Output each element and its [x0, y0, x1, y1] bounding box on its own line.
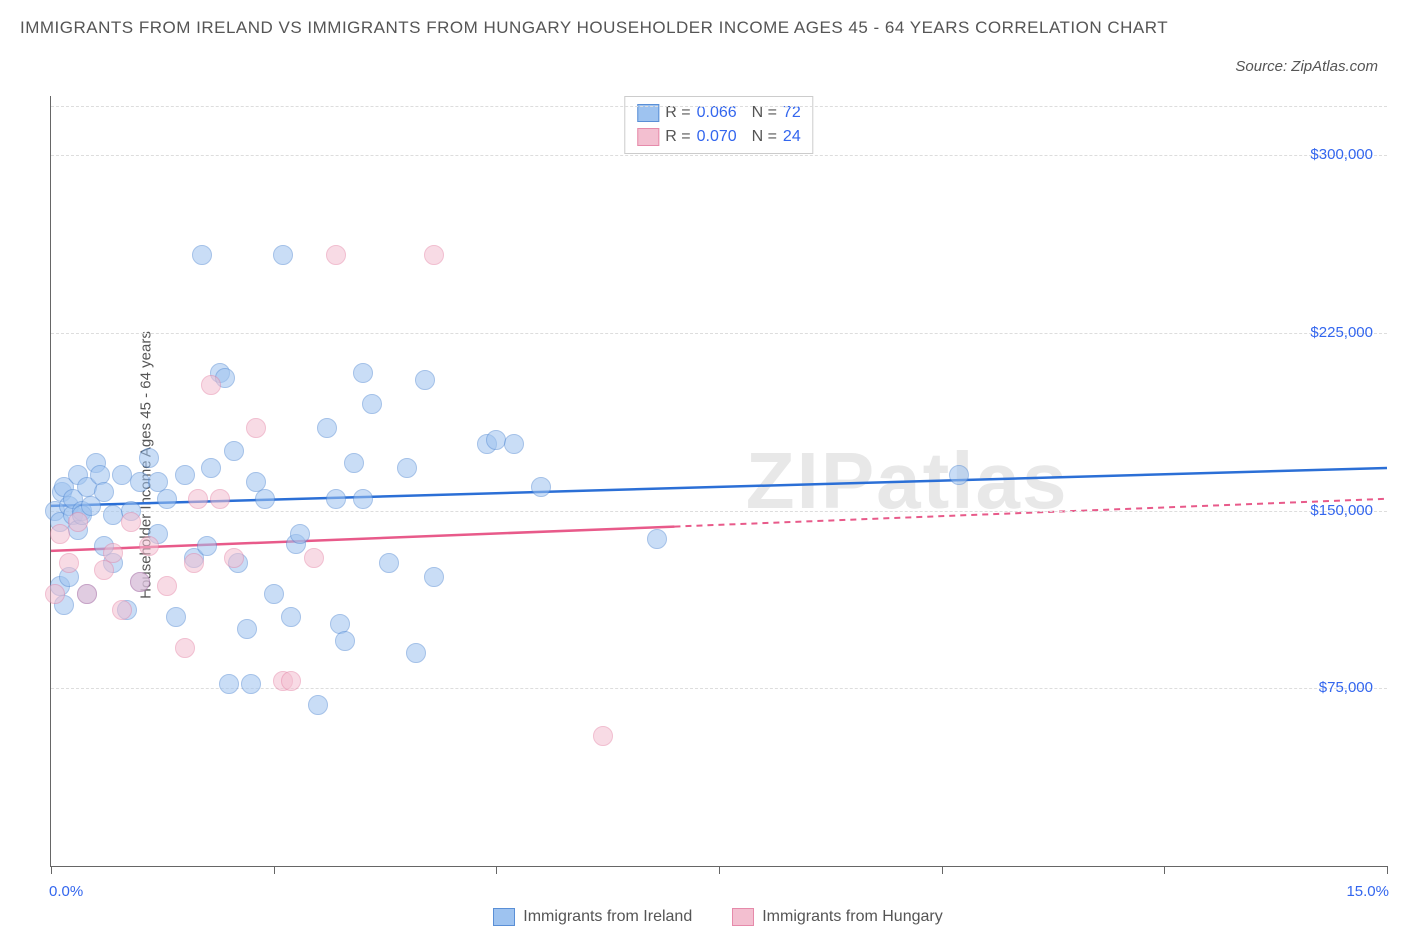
data-point: [68, 512, 88, 532]
y-tick-label: $150,000: [1310, 502, 1373, 519]
data-point: [949, 465, 969, 485]
data-point: [197, 536, 217, 556]
data-point: [353, 489, 373, 509]
x-tick: [51, 866, 52, 874]
x-tick: [1164, 866, 1165, 874]
data-point: [486, 430, 506, 450]
data-point: [379, 553, 399, 573]
data-point: [504, 434, 524, 454]
y-tick-label: $75,000: [1319, 679, 1373, 696]
data-point: [308, 695, 328, 715]
data-point: [112, 600, 132, 620]
x-tick: [274, 866, 275, 874]
x-tick: [942, 866, 943, 874]
data-point: [237, 619, 257, 639]
data-point: [255, 489, 275, 509]
y-tick-label: $225,000: [1310, 324, 1373, 341]
data-point: [139, 536, 159, 556]
data-point: [219, 674, 239, 694]
data-point: [188, 489, 208, 509]
data-point: [264, 584, 284, 604]
data-point: [210, 489, 230, 509]
data-point: [139, 448, 159, 468]
legend-label-hungary: Immigrants from Hungary: [762, 908, 943, 926]
x-tick: [1387, 866, 1388, 874]
series-legend: Immigrants from Ireland Immigrants from …: [50, 908, 1386, 926]
data-point: [281, 607, 301, 627]
data-point: [424, 567, 444, 587]
scatter-plot-area: ZIPatlas R = 0.066 N = 72 R = 0.070 N = …: [50, 96, 1387, 867]
data-point: [166, 607, 186, 627]
legend-swatch-hungary-icon: [732, 908, 754, 926]
data-point: [148, 472, 168, 492]
data-point: [290, 524, 310, 544]
x-tick-label: 15.0%: [1346, 883, 1389, 900]
data-point: [45, 584, 65, 604]
legend-label-ireland: Immigrants from Ireland: [523, 908, 692, 926]
data-point: [192, 245, 212, 265]
data-point: [175, 638, 195, 658]
data-point: [184, 553, 204, 573]
y-tick-label: $300,000: [1310, 146, 1373, 163]
data-point: [157, 576, 177, 596]
data-point: [201, 458, 221, 478]
data-point: [241, 674, 261, 694]
data-point: [406, 643, 426, 663]
data-point: [281, 671, 301, 691]
legend-item-hungary: Immigrants from Hungary: [732, 908, 943, 926]
data-point: [121, 512, 141, 532]
data-point: [397, 458, 417, 478]
data-point: [415, 370, 435, 390]
trend-line-extrapolated: [674, 499, 1387, 527]
data-point: [531, 477, 551, 497]
data-point: [103, 543, 123, 563]
data-point: [224, 548, 244, 568]
data-point: [77, 584, 97, 604]
data-point: [344, 453, 364, 473]
data-point: [317, 418, 337, 438]
data-point: [647, 529, 667, 549]
x-tick: [496, 866, 497, 874]
data-point: [273, 245, 293, 265]
data-point: [201, 375, 221, 395]
data-point: [424, 245, 444, 265]
data-point: [326, 489, 346, 509]
data-point: [353, 363, 373, 383]
data-point: [246, 418, 266, 438]
data-point: [224, 441, 244, 461]
chart-title: IMMIGRANTS FROM IRELAND VS IMMIGRANTS FR…: [20, 14, 1206, 43]
x-tick: [719, 866, 720, 874]
source-attribution: Source: ZipAtlas.com: [1235, 58, 1378, 75]
data-point: [593, 726, 613, 746]
data-point: [326, 245, 346, 265]
data-point: [175, 465, 195, 485]
gridline: [51, 155, 1387, 156]
data-point: [362, 394, 382, 414]
data-point: [304, 548, 324, 568]
source-prefix: Source:: [1235, 58, 1291, 75]
x-tick-label: 0.0%: [49, 883, 83, 900]
legend-item-ireland: Immigrants from Ireland: [493, 908, 692, 926]
gridline: [51, 511, 1387, 512]
data-point: [50, 524, 70, 544]
source-link[interactable]: ZipAtlas.com: [1291, 58, 1378, 75]
data-point: [94, 482, 114, 502]
data-point: [130, 572, 150, 592]
legend-swatch-ireland-icon: [493, 908, 515, 926]
gridline: [51, 333, 1387, 334]
data-point: [59, 553, 79, 573]
data-point: [335, 631, 355, 651]
gridline: [51, 106, 1387, 107]
